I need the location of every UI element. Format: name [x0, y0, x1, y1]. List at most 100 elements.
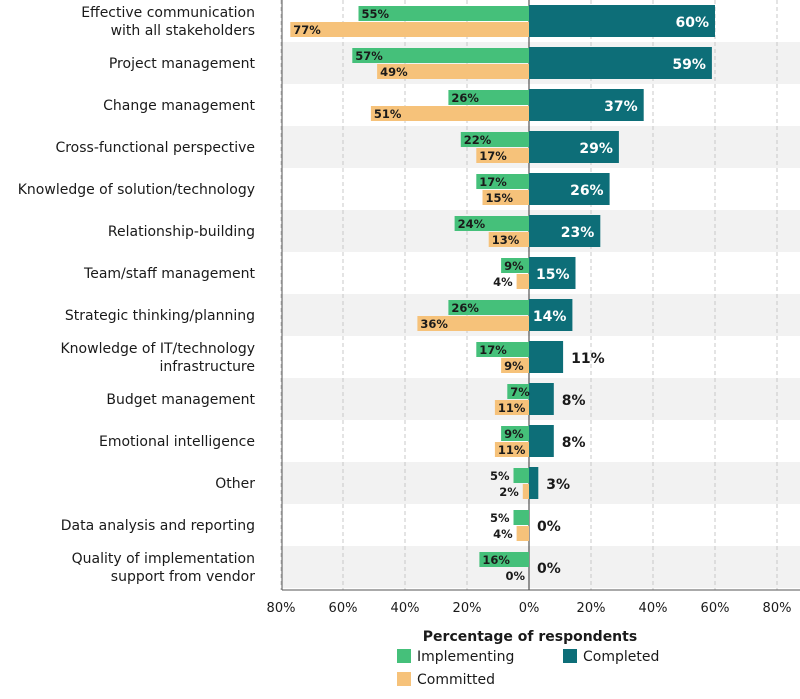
category-label: Data analysis and reporting	[61, 518, 255, 534]
category-label: Other	[215, 476, 255, 492]
bar-completed	[529, 467, 539, 499]
data-label-implementing: 5%	[490, 469, 510, 483]
data-label-implementing: 26%	[451, 91, 479, 105]
bar-implementing	[448, 300, 529, 315]
category-label: Budget management	[106, 392, 255, 408]
data-label-committed: 17%	[479, 149, 507, 163]
legend-label-implementing: Implementing	[417, 649, 514, 665]
category-label: Team/staff management	[83, 266, 255, 282]
bar-completed	[529, 5, 715, 37]
bar-implementing	[513, 510, 529, 525]
data-label-completed: 8%	[562, 435, 586, 451]
data-label-implementing: 17%	[479, 175, 507, 189]
x-tick-label: 60%	[329, 601, 358, 616]
data-label-committed: 9%	[504, 359, 524, 373]
bar-completed	[529, 383, 554, 415]
category-labels: Effective communication with all stakehol…	[18, 5, 256, 585]
x-tick-label: 40%	[391, 601, 420, 616]
data-label-committed: 11%	[498, 443, 526, 457]
data-label-completed: 11%	[571, 351, 605, 367]
data-label-completed: 59%	[672, 57, 706, 73]
data-label-completed: 29%	[579, 141, 613, 157]
bar-implementing	[479, 552, 529, 567]
bar-completed	[529, 215, 601, 247]
bar-committed	[516, 526, 529, 541]
category-label: Emotional intelligence	[99, 434, 255, 450]
bar-implementing	[448, 90, 529, 105]
bar-completed	[529, 299, 573, 331]
row-band	[282, 546, 800, 588]
data-label-implementing: 57%	[355, 49, 383, 63]
bar-committed	[494, 400, 529, 415]
category-label: Quality of implementation support from ve…	[72, 551, 256, 585]
bar-committed	[377, 64, 529, 79]
data-label-committed: 36%	[420, 317, 448, 331]
data-label-implementing: 5%	[490, 511, 510, 525]
bar-completed	[529, 131, 619, 163]
data-label-committed: 11%	[498, 401, 526, 415]
category-label: Effective communication with all stakehol…	[81, 5, 255, 39]
data-label-implementing: 55%	[362, 7, 390, 21]
legend-swatch-implementing	[397, 649, 411, 663]
row-band	[282, 462, 800, 504]
data-label-completed: 23%	[561, 225, 595, 241]
x-tick-label: 0%	[519, 601, 540, 616]
category-label: Change management	[103, 98, 255, 114]
bar-committed	[522, 484, 529, 499]
bar-committed	[417, 316, 529, 331]
category-label: Knowledge of solution/technology	[18, 182, 255, 198]
bar-completed	[529, 89, 644, 121]
category-label: Knowledge of IT/technology infrastructure	[61, 341, 256, 375]
bar-completed	[529, 173, 610, 205]
data-label-implementing: 9%	[504, 427, 524, 441]
bar-committed	[516, 274, 529, 289]
x-axis: 80% 60% 40% 20% 0% 20% 40% 60% 80%	[267, 589, 800, 616]
bar-committed	[501, 358, 529, 373]
legend-label-completed: Completed	[583, 649, 659, 665]
bar-completed	[529, 341, 564, 373]
data-label-implementing: 22%	[464, 133, 492, 147]
bar-implementing	[476, 342, 529, 357]
bar-implementing	[358, 6, 529, 21]
bar-committed	[476, 148, 529, 163]
data-label-committed: 0%	[505, 569, 525, 583]
data-label-completed: 26%	[570, 183, 604, 199]
data-label-completed: 3%	[546, 477, 570, 493]
category-label: Project management	[109, 56, 256, 72]
data-label-completed: 8%	[562, 393, 586, 409]
bar-implementing	[352, 48, 529, 63]
data-label-committed: 49%	[380, 65, 408, 79]
bar-committed	[370, 106, 529, 121]
data-label-committed: 4%	[493, 275, 513, 289]
data-label-implementing: 7%	[510, 385, 530, 399]
bar-completed	[529, 47, 712, 79]
bars: 60% 55% 77% 59% 57% 49% 37% 26% 51% 29% 22% 17% 26% 1…	[290, 5, 715, 583]
legend-swatch-completed	[563, 649, 577, 663]
bar-implementing	[501, 258, 529, 273]
bar-committed	[482, 190, 529, 205]
x-tick-label: 40%	[639, 601, 668, 616]
data-label-implementing: 9%	[504, 259, 524, 273]
data-label-committed: 4%	[493, 527, 513, 541]
legend-label-committed: Committed	[417, 672, 495, 688]
data-label-committed: 15%	[486, 191, 514, 205]
legend-swatch-committed	[397, 672, 411, 686]
data-label-completed: 0%	[537, 519, 561, 535]
legend: Implementing Completed Committed	[397, 649, 659, 688]
x-tick-label: 20%	[453, 601, 482, 616]
data-label-implementing: 24%	[458, 217, 486, 231]
data-label-completed: 15%	[536, 267, 570, 283]
bar-completed	[529, 425, 554, 457]
bar-implementing	[476, 174, 529, 189]
bar-committed	[488, 232, 529, 247]
category-label: Cross-functional perspective	[55, 140, 255, 156]
data-label-committed: 13%	[492, 233, 520, 247]
x-axis-title: Percentage of respondents	[423, 629, 637, 645]
data-label-implementing: 17%	[479, 343, 507, 357]
bar-implementing	[513, 468, 529, 483]
data-label-completed: 37%	[604, 99, 638, 115]
data-label-implementing: 16%	[482, 553, 510, 567]
data-label-completed: 60%	[675, 15, 709, 31]
bar-committed	[494, 442, 529, 457]
